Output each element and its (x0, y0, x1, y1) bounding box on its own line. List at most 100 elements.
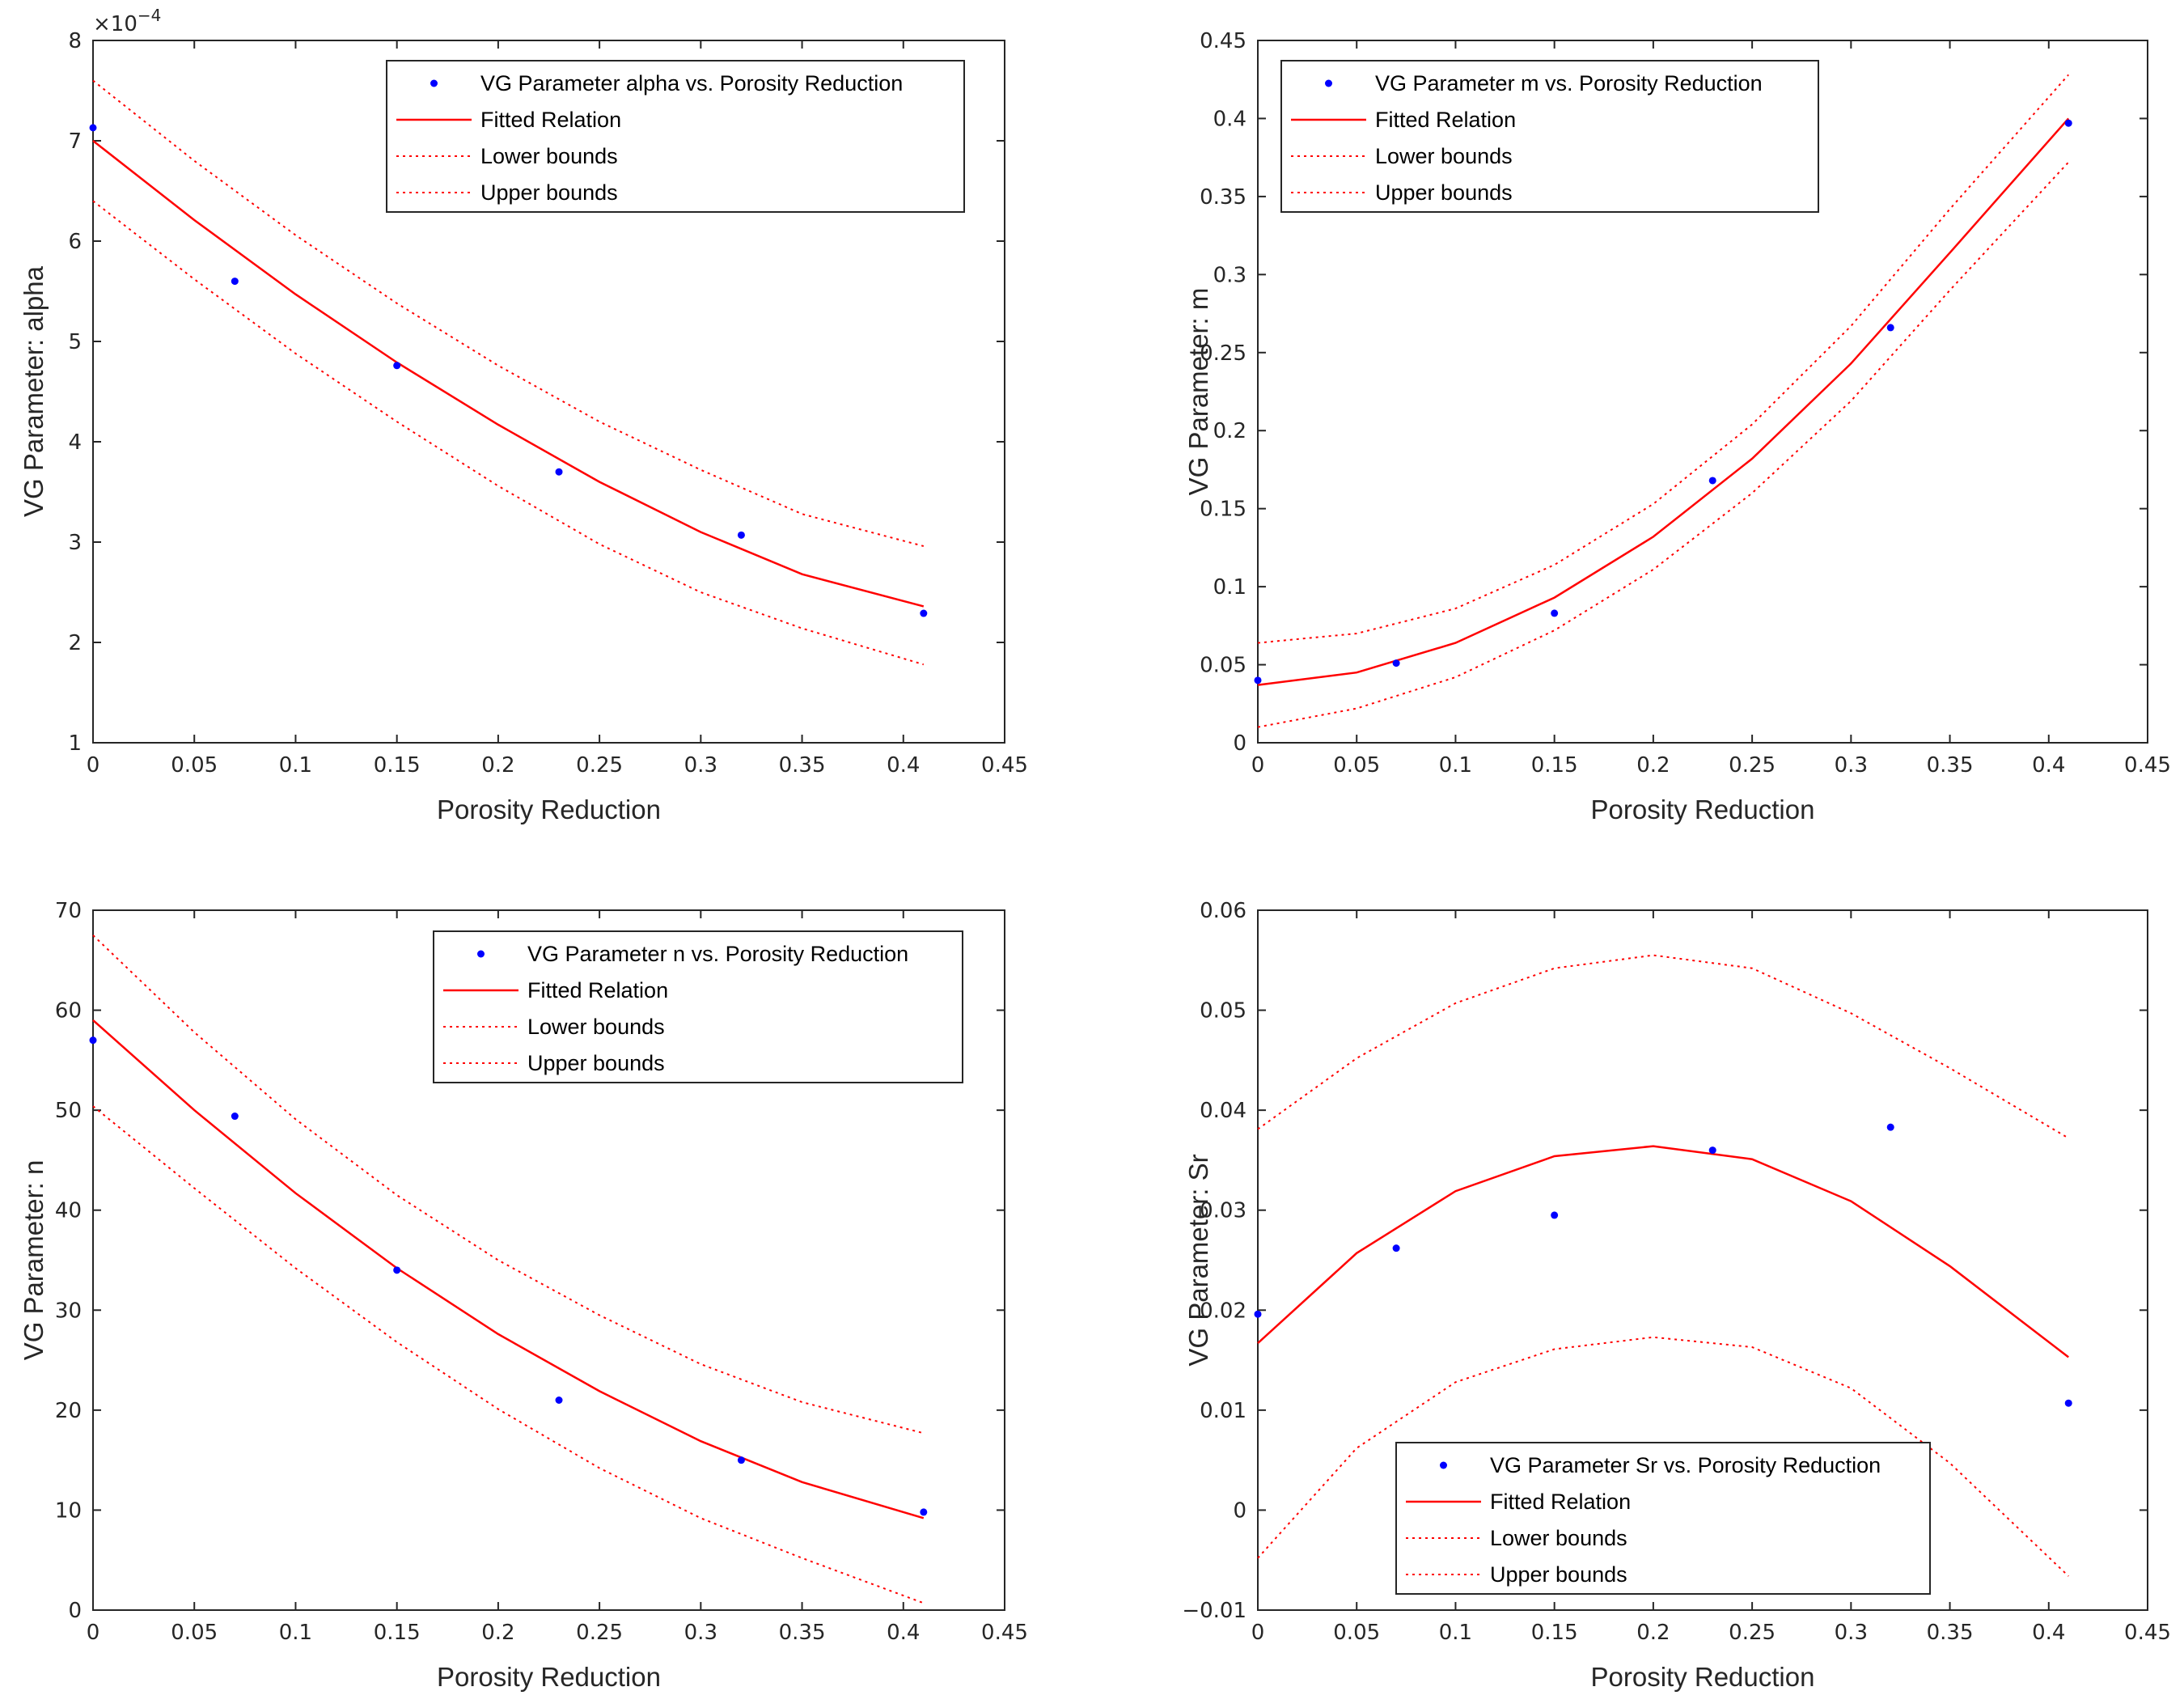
legend-label: Fitted Relation (1375, 108, 1516, 132)
data-point (555, 1396, 563, 1404)
x-tick-label: 0.3 (684, 1621, 717, 1645)
data-point (231, 1113, 239, 1121)
x-tick-label: 0.45 (2124, 753, 2171, 778)
legend: VG Parameter n vs. Porosity Reduction Fit… (433, 930, 963, 1083)
x-tick-label: 0 (87, 753, 100, 778)
legend-label: Fitted Relation (480, 108, 621, 132)
data-point (1708, 477, 1716, 485)
chart-alpha: 0 0.05 0.1 0.15 0.2 0.25 0.3 0.35 0.4 0.45 1 2 3 4 5 6 7… (19, 6, 1028, 824)
chart-n: 0 0.05 0.1 0.15 0.2 0.25 0.3 0.35 0.4 0.45 0 10 20 30… (19, 899, 1028, 1692)
legend-label: Fitted Relation (527, 978, 668, 1002)
x-tick-label: 0.15 (374, 1621, 421, 1645)
y-tick-label: 3 (68, 531, 82, 555)
y-tick-label: 0.25 (1200, 341, 1246, 366)
x-tick-label: 0.2 (1636, 753, 1670, 778)
y-tick-label: 0.03 (1200, 1199, 1246, 1223)
y-tick-label: 0.05 (1200, 999, 1246, 1024)
x-tick-label: 0.4 (887, 1621, 920, 1645)
x-tick-label: 0.25 (576, 1621, 623, 1645)
data-point (393, 1266, 401, 1274)
data-point (1551, 1211, 1559, 1219)
legend-box (1280, 60, 1819, 213)
x-tick-label: 0.4 (887, 753, 920, 778)
y-tick-label: 0.01 (1200, 1399, 1246, 1423)
y-tick-label: 0 (1233, 731, 1246, 756)
y-tick-label: 0.4 (1213, 107, 1246, 131)
data-point (555, 468, 563, 476)
legend-label: VG Parameter Sr vs. Porosity Reduction (1490, 1453, 1881, 1477)
y-axis-label: VG Parameter: n (19, 1160, 49, 1361)
x-tick-label: 0.1 (1439, 753, 1472, 778)
y-tick-label: 0.06 (1200, 899, 1246, 923)
x-axis-label: Porosity Reduction (1591, 1662, 1815, 1692)
x-tick-label: 0.1 (279, 1621, 312, 1645)
data-point (1708, 1146, 1716, 1155)
legend: VG Parameter alpha vs. Porosity Reductio… (386, 60, 965, 213)
x-tick-label: 0.1 (279, 753, 312, 778)
y-tick-label: 5 (68, 330, 82, 354)
legend-label: VG Parameter alpha vs. Porosity Reductio… (480, 71, 903, 95)
data-point (1392, 659, 1400, 668)
y-tick-label: 7 (68, 129, 82, 154)
legend-label: Lower bounds (527, 1015, 665, 1039)
x-tick-label: 0.15 (1531, 753, 1578, 778)
lower-bound-line (92, 200, 925, 666)
lower-bound-line (92, 1105, 925, 1604)
chart-m: 0 0.05 0.1 0.15 0.2 0.25 0.3 0.35 0.4 0.45 0 0.05 0.… (1183, 29, 2171, 824)
x-axis-label: Porosity Reduction (437, 795, 661, 824)
x-tick-label: 0.4 (2032, 1621, 2065, 1645)
y-tick-label: 0.1 (1213, 575, 1246, 600)
fitted-line (1257, 117, 2070, 686)
data-point (1254, 676, 1262, 684)
legend-label: Upper bounds (1490, 1562, 1627, 1587)
y-tick-label: 30 (55, 1299, 82, 1323)
legend-box (1395, 1442, 1931, 1595)
legend-label: Upper bounds (480, 180, 618, 205)
legend-label: VG Parameter m vs. Porosity Reduction (1375, 71, 1763, 95)
y-axis-label: VG Parameter: Sr (1183, 1154, 1213, 1366)
fitted-line (92, 140, 925, 608)
data-point (2064, 1399, 2072, 1407)
legend-box (386, 60, 965, 213)
y-tick-label: 0.05 (1200, 654, 1246, 678)
data-point (231, 278, 239, 286)
legend-marker-points (1440, 1461, 1447, 1469)
x-tick-label: 0.4 (2032, 753, 2065, 778)
legend-label: Upper bounds (527, 1051, 665, 1075)
y-axis-label: VG Parameter: alpha (19, 265, 49, 517)
y-tick-label: 0 (1233, 1498, 1246, 1523)
x-tick-label: 0.25 (1729, 753, 1776, 778)
x-tick-label: 0.05 (1333, 1621, 1380, 1645)
y-tick-label: 0.04 (1200, 1099, 1246, 1123)
data-point (1392, 1244, 1400, 1252)
y-tick-label: 4 (68, 430, 82, 455)
x-tick-label: 0.35 (779, 753, 826, 778)
x-axis-label: Porosity Reduction (437, 1662, 661, 1692)
legend-marker-points (1325, 79, 1332, 87)
data-point (89, 1036, 97, 1045)
legend-label: Fitted Relation (1490, 1490, 1631, 1514)
data-point (1886, 1123, 1894, 1131)
legend-label: VG Parameter n vs. Porosity Reduction (527, 942, 908, 966)
data-point (737, 531, 745, 539)
x-tick-label: 0.45 (981, 753, 1028, 778)
legend: VG Parameter Sr vs. Porosity Reduction Fi… (1395, 1442, 1931, 1595)
y-tick-label: 8 (68, 29, 82, 53)
y-tick-label: 0 (68, 1599, 82, 1623)
x-tick-label: 0.2 (481, 1621, 514, 1645)
y-tick-label: 70 (55, 899, 82, 923)
y-tick-label: 0.15 (1200, 498, 1246, 522)
x-tick-label: 0.15 (1531, 1621, 1578, 1645)
x-tick-label: 0.35 (779, 1621, 826, 1645)
y-tick-label: 40 (55, 1199, 82, 1223)
y-tick-label: 0.2 (1213, 419, 1246, 443)
y-tick-label: 20 (55, 1399, 82, 1423)
x-tick-label: 0.35 (1927, 753, 1974, 778)
y-axis-label: VG Parameter: m (1183, 288, 1213, 496)
y-tick-label: 0.02 (1200, 1299, 1246, 1323)
y-tick-label: 0.35 (1200, 185, 1246, 210)
legend-label: Lower bounds (480, 144, 618, 168)
x-tick-label: 0.3 (1835, 1621, 1868, 1645)
x-tick-label: 0.25 (1729, 1621, 1776, 1645)
legend-marker-points (477, 950, 485, 958)
